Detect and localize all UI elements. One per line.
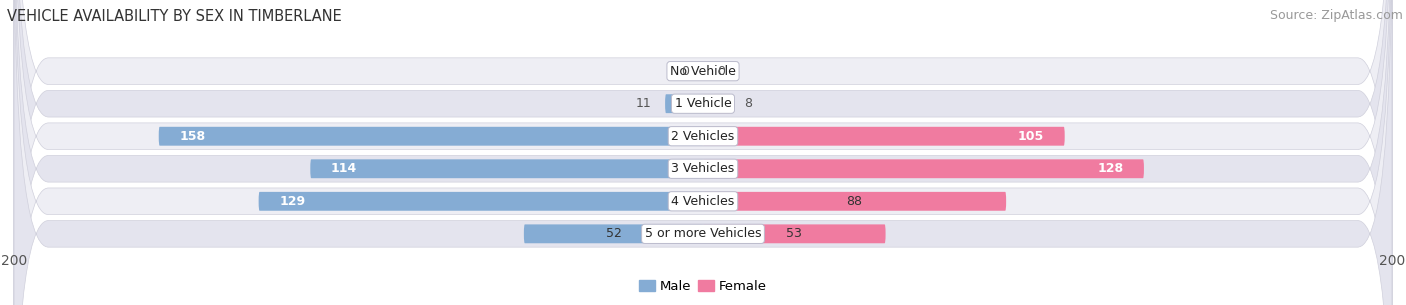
Text: 0: 0: [717, 65, 724, 78]
Text: VEHICLE AVAILABILITY BY SEX IN TIMBERLANE: VEHICLE AVAILABILITY BY SEX IN TIMBERLAN…: [7, 9, 342, 24]
Text: No Vehicle: No Vehicle: [671, 65, 735, 78]
FancyBboxPatch shape: [703, 192, 1007, 211]
Text: 158: 158: [180, 130, 205, 143]
FancyBboxPatch shape: [311, 159, 703, 178]
Text: 105: 105: [1018, 130, 1045, 143]
Text: 129: 129: [280, 195, 305, 208]
Text: 52: 52: [606, 227, 621, 240]
Text: 128: 128: [1097, 162, 1123, 175]
Text: Source: ZipAtlas.com: Source: ZipAtlas.com: [1270, 9, 1403, 22]
Text: 5 or more Vehicles: 5 or more Vehicles: [645, 227, 761, 240]
Text: 3 Vehicles: 3 Vehicles: [672, 162, 734, 175]
FancyBboxPatch shape: [524, 224, 703, 243]
FancyBboxPatch shape: [703, 224, 886, 243]
Text: 0: 0: [682, 65, 689, 78]
FancyBboxPatch shape: [14, 0, 1392, 305]
FancyBboxPatch shape: [703, 94, 731, 113]
FancyBboxPatch shape: [14, 0, 1392, 305]
FancyBboxPatch shape: [14, 0, 1392, 305]
FancyBboxPatch shape: [14, 0, 1392, 305]
Text: 1 Vehicle: 1 Vehicle: [675, 97, 731, 110]
Text: 8: 8: [744, 97, 752, 110]
Text: 88: 88: [846, 195, 862, 208]
FancyBboxPatch shape: [703, 159, 1144, 178]
FancyBboxPatch shape: [14, 0, 1392, 305]
FancyBboxPatch shape: [259, 192, 703, 211]
FancyBboxPatch shape: [14, 0, 1392, 305]
Text: 53: 53: [786, 227, 803, 240]
FancyBboxPatch shape: [703, 127, 1064, 146]
FancyBboxPatch shape: [159, 127, 703, 146]
Legend: Male, Female: Male, Female: [634, 274, 772, 298]
FancyBboxPatch shape: [665, 94, 703, 113]
Text: 4 Vehicles: 4 Vehicles: [672, 195, 734, 208]
Text: 114: 114: [330, 162, 357, 175]
Text: 2 Vehicles: 2 Vehicles: [672, 130, 734, 143]
Text: 11: 11: [636, 97, 651, 110]
